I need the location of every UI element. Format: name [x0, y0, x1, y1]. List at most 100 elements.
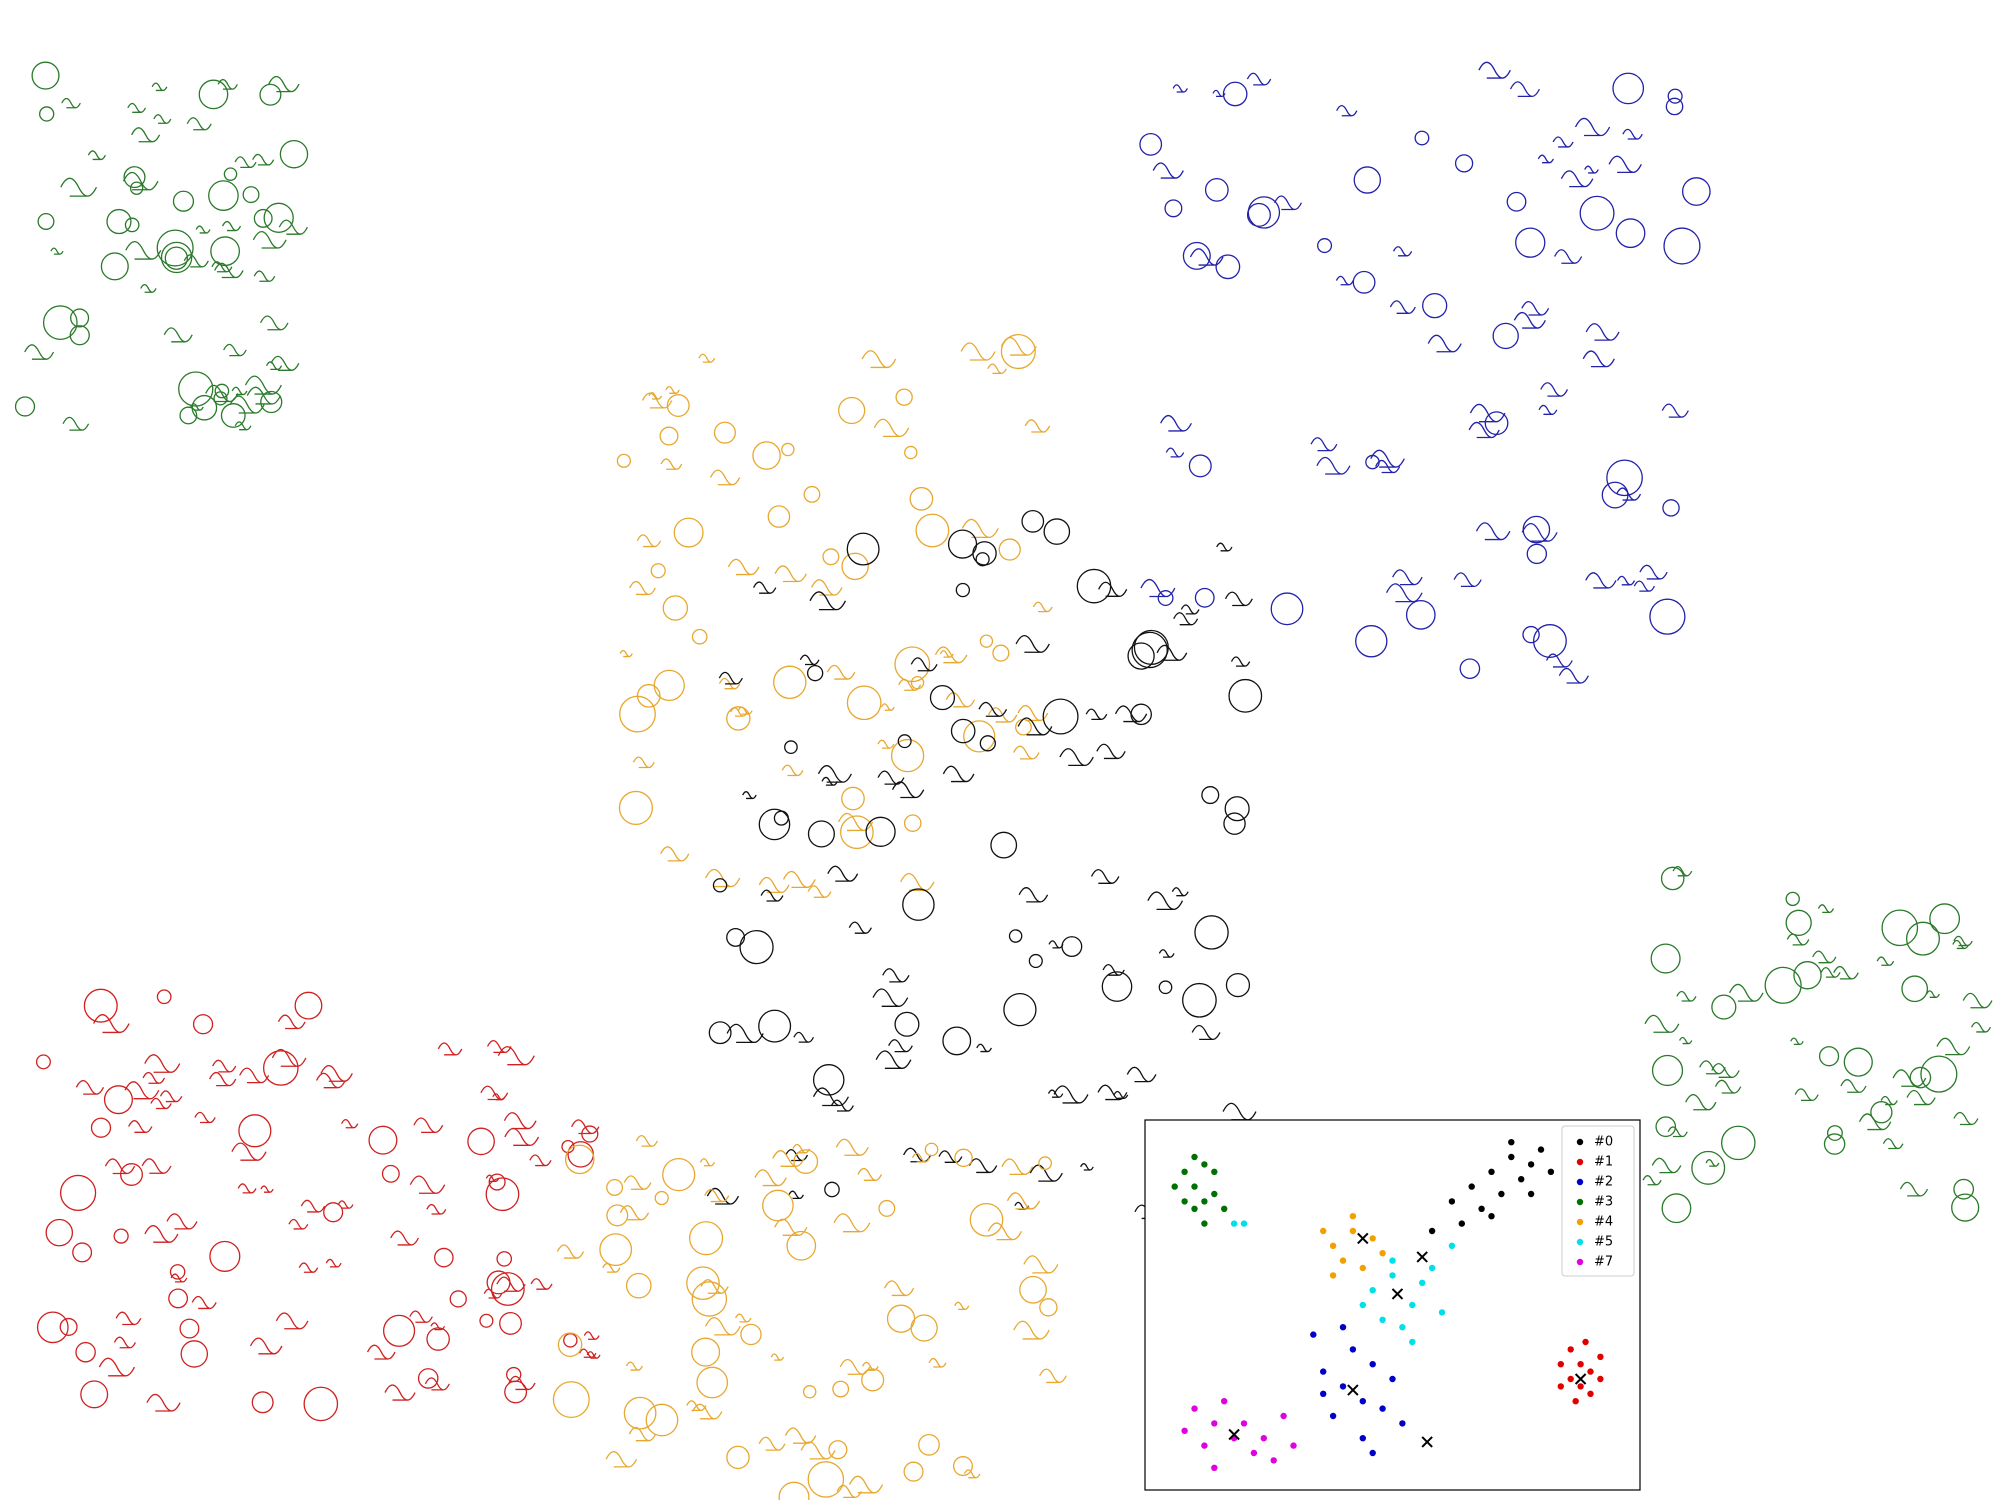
sketch-doodle — [628, 1426, 657, 1442]
sketch-doodle — [700, 1279, 729, 1294]
sketch-doodle — [1651, 1157, 1682, 1174]
sketch-doodle — [45, 1218, 74, 1247]
sketch-doodle — [1651, 1054, 1684, 1087]
sketch-doodle — [156, 989, 172, 1005]
sketch-doodle — [1540, 382, 1569, 397]
sketch-doodle — [1392, 246, 1413, 257]
sketch-doodle — [1454, 154, 1474, 173]
sketch-doodle — [1714, 1079, 1742, 1094]
sketch-doodle — [1017, 717, 1053, 736]
sketch-doodle — [952, 1456, 973, 1477]
sketch-doodle — [1453, 572, 1482, 588]
sketch-doodle — [449, 1290, 467, 1308]
sketch-doodle — [223, 343, 247, 357]
sketch-doodle — [341, 1119, 359, 1129]
sketch-doodle — [945, 692, 976, 708]
sketch-doodle — [234, 156, 257, 169]
scatter-point — [1458, 1220, 1466, 1227]
sketch-doodle — [817, 765, 852, 783]
sketch-doodle — [366, 1344, 396, 1360]
legend-marker — [1576, 1198, 1584, 1206]
sketch-doodle — [142, 1071, 166, 1084]
sketch-doodle — [691, 1337, 721, 1367]
sketch-doodle — [325, 1258, 342, 1268]
sketch-doodle — [131, 127, 161, 143]
legend-label: #0 — [1594, 1135, 1613, 1150]
sketch-doodle — [1582, 350, 1615, 368]
sketch-doodle — [947, 529, 978, 559]
sketch-doodle — [848, 921, 872, 934]
sketch-doodle — [883, 1280, 915, 1297]
sketch-doodle — [888, 1039, 913, 1053]
sketch-doodle — [1223, 812, 1246, 835]
sketch-doodle — [191, 394, 218, 421]
sketch-doodle — [726, 706, 751, 731]
sketch-doodle — [583, 1331, 600, 1340]
sketch-doodle — [1665, 97, 1684, 116]
sketch-doodle — [942, 765, 975, 783]
sketch-doodle — [556, 1244, 585, 1259]
sketch-doodle — [803, 485, 821, 503]
sketch-doodle — [903, 1147, 932, 1163]
scatter-point — [1409, 1301, 1416, 1309]
sketch-doodle — [1003, 992, 1037, 1027]
sketch-doodle — [1681, 177, 1711, 206]
sketch-doodle — [762, 1189, 794, 1222]
sketch-doodle — [872, 988, 909, 1007]
sketch-doodle — [1585, 572, 1617, 589]
scatter-point — [1448, 1198, 1456, 1205]
sketch-doodle — [1906, 1089, 1936, 1106]
sketch-doodle — [708, 1021, 732, 1045]
sketch-doodle — [978, 701, 1008, 717]
sketch-doodle — [1574, 117, 1611, 137]
sketch-doodle — [625, 1361, 643, 1371]
scatter-point — [1280, 1412, 1287, 1420]
sketch-doodle — [124, 217, 140, 233]
sketch-doodle — [208, 1071, 237, 1087]
sketch-doodle — [163, 327, 193, 343]
sketch-doodle — [1929, 903, 1961, 935]
sketch-doodle — [821, 776, 839, 786]
sketch-doodle — [894, 1011, 920, 1037]
scatter-point — [1537, 1146, 1545, 1153]
sketch-doodle — [1133, 629, 1169, 665]
sketch-doodle — [836, 1484, 862, 1499]
sketch-doodle — [1608, 155, 1642, 174]
sketch-doodle — [221, 220, 242, 232]
sketch-doodle — [774, 1218, 808, 1236]
sketch-doodle — [1711, 1063, 1740, 1078]
sketch-doodle — [840, 815, 874, 850]
legend-label: #2 — [1594, 1175, 1613, 1190]
sketch-doodle — [861, 1368, 885, 1392]
sketch-doodle — [169, 1264, 186, 1280]
sketch-doodle — [1140, 578, 1176, 598]
sketch-doodle — [1316, 456, 1351, 475]
sketch-doodle — [234, 421, 252, 431]
sketch-doodle — [979, 735, 996, 752]
sketch-doodle — [880, 703, 895, 711]
sketch-doodle — [1023, 1255, 1059, 1274]
sketch-doodle — [497, 1046, 535, 1066]
scatter-point — [1369, 1361, 1376, 1368]
sketch-doodle — [205, 384, 239, 403]
sketch-doodle — [632, 756, 655, 769]
sketch-doodle — [467, 1127, 495, 1156]
sketch-doodle — [653, 669, 685, 702]
sketch-doodle — [1352, 270, 1376, 294]
sketch-doodle — [1152, 162, 1184, 179]
sketch-doodle — [1059, 748, 1094, 767]
sketch-doodle — [1029, 1164, 1063, 1182]
sketch-doodle — [179, 406, 198, 425]
sketch-doodle — [1492, 322, 1519, 350]
sketch-doodle — [1015, 718, 1032, 736]
sketch-doodle — [300, 1199, 326, 1213]
sketch-doodle — [1909, 1066, 1932, 1089]
sketch-doodle — [315, 1072, 346, 1089]
sketch-doodle — [911, 1152, 931, 1163]
sketch-doodle — [488, 1173, 506, 1191]
sketch-doodle — [100, 252, 129, 281]
sketch-doodle — [1024, 419, 1051, 433]
sketch-doodle — [606, 1204, 629, 1227]
sketch-doodle — [1513, 311, 1546, 329]
sketch-doodle — [828, 1440, 848, 1460]
